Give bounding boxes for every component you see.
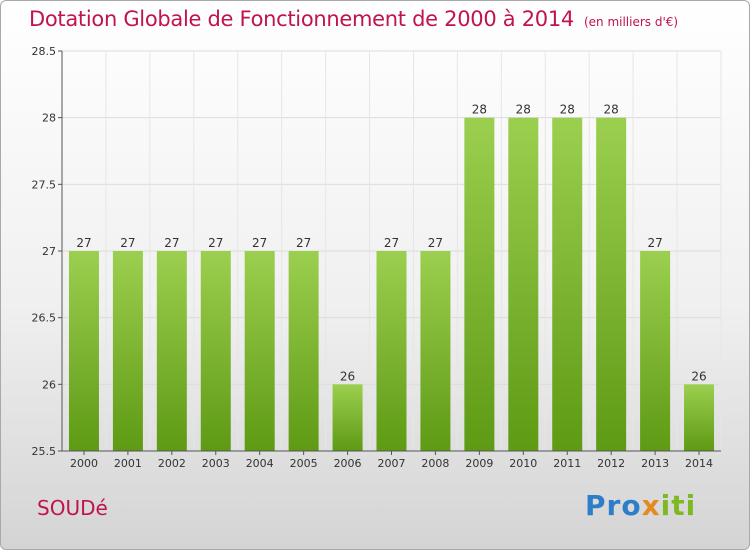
y-tick-label: 26 <box>42 378 56 391</box>
bar-value-label: 27 <box>647 236 662 250</box>
bar-value-label: 27 <box>120 236 135 250</box>
proxiti-logo: Proxiti <box>585 489 696 522</box>
x-tick-label: 2012 <box>597 457 625 470</box>
x-tick-label: 2004 <box>246 457 274 470</box>
bar-2006 <box>332 384 363 451</box>
title-text: Dotation Globale de Fonctionnement de 20… <box>29 7 574 31</box>
bar-value-label: 27 <box>252 236 267 250</box>
bar-2004 <box>244 251 275 451</box>
x-tick-label: 2009 <box>465 457 493 470</box>
chart-subtitle: (en milliers d'€) <box>583 15 679 29</box>
bar-2014 <box>684 384 715 451</box>
x-tick-label: 2006 <box>334 457 362 470</box>
bar-2012 <box>596 117 627 452</box>
x-tick-label: 2007 <box>378 457 406 470</box>
bar-value-label: 28 <box>472 103 487 117</box>
bar-2002 <box>156 251 187 451</box>
bar-value-label: 27 <box>76 236 91 250</box>
bar-value-label: 28 <box>516 103 531 117</box>
x-tick-label: 2010 <box>509 457 537 470</box>
x-tick-label: 2011 <box>553 457 581 470</box>
x-tick-label: 2005 <box>290 457 318 470</box>
bar-2010 <box>508 117 539 452</box>
x-tick-label: 2002 <box>158 457 186 470</box>
y-tick-label: 28 <box>42 112 56 125</box>
chart-title: Dotation Globale de Fonctionnement de 20… <box>29 7 678 31</box>
x-tick-label: 2014 <box>685 457 713 470</box>
bar-value-label: 26 <box>340 369 355 383</box>
x-tick-label: 2003 <box>202 457 230 470</box>
bar-2009 <box>464 117 495 452</box>
bar-2007 <box>376 251 407 451</box>
bar-value-label: 28 <box>604 103 619 117</box>
y-tick-label: 27 <box>42 245 56 258</box>
bar-value-label: 27 <box>384 236 399 250</box>
commune-name: SOUDé <box>37 496 108 520</box>
x-tick-label: 2000 <box>70 457 98 470</box>
bar-2013 <box>640 251 671 451</box>
logo-part1: Pro <box>585 489 642 522</box>
x-tick-label: 2001 <box>114 457 142 470</box>
x-tick-label: 2013 <box>641 457 669 470</box>
y-tick-label: 25.5 <box>32 445 57 458</box>
bar-value-label: 26 <box>691 369 706 383</box>
bar-2005 <box>288 251 319 451</box>
logo-part3: iti <box>660 489 697 522</box>
bar-value-label: 28 <box>560 103 575 117</box>
bar-2001 <box>112 251 143 451</box>
y-tick-label: 27.5 <box>32 178 57 191</box>
y-tick-label: 28.5 <box>32 45 57 58</box>
logo-part2: x <box>641 489 661 522</box>
bar-value-label: 27 <box>208 236 223 250</box>
bar-2000 <box>68 251 99 451</box>
bar-2008 <box>420 251 451 451</box>
x-tick-label: 2008 <box>421 457 449 470</box>
bar-2003 <box>200 251 231 451</box>
bar-value-label: 27 <box>164 236 179 250</box>
y-tick-label: 26.5 <box>32 312 57 325</box>
bar-value-label: 27 <box>428 236 443 250</box>
bar-value-label: 27 <box>296 236 311 250</box>
bar-2011 <box>552 117 583 452</box>
